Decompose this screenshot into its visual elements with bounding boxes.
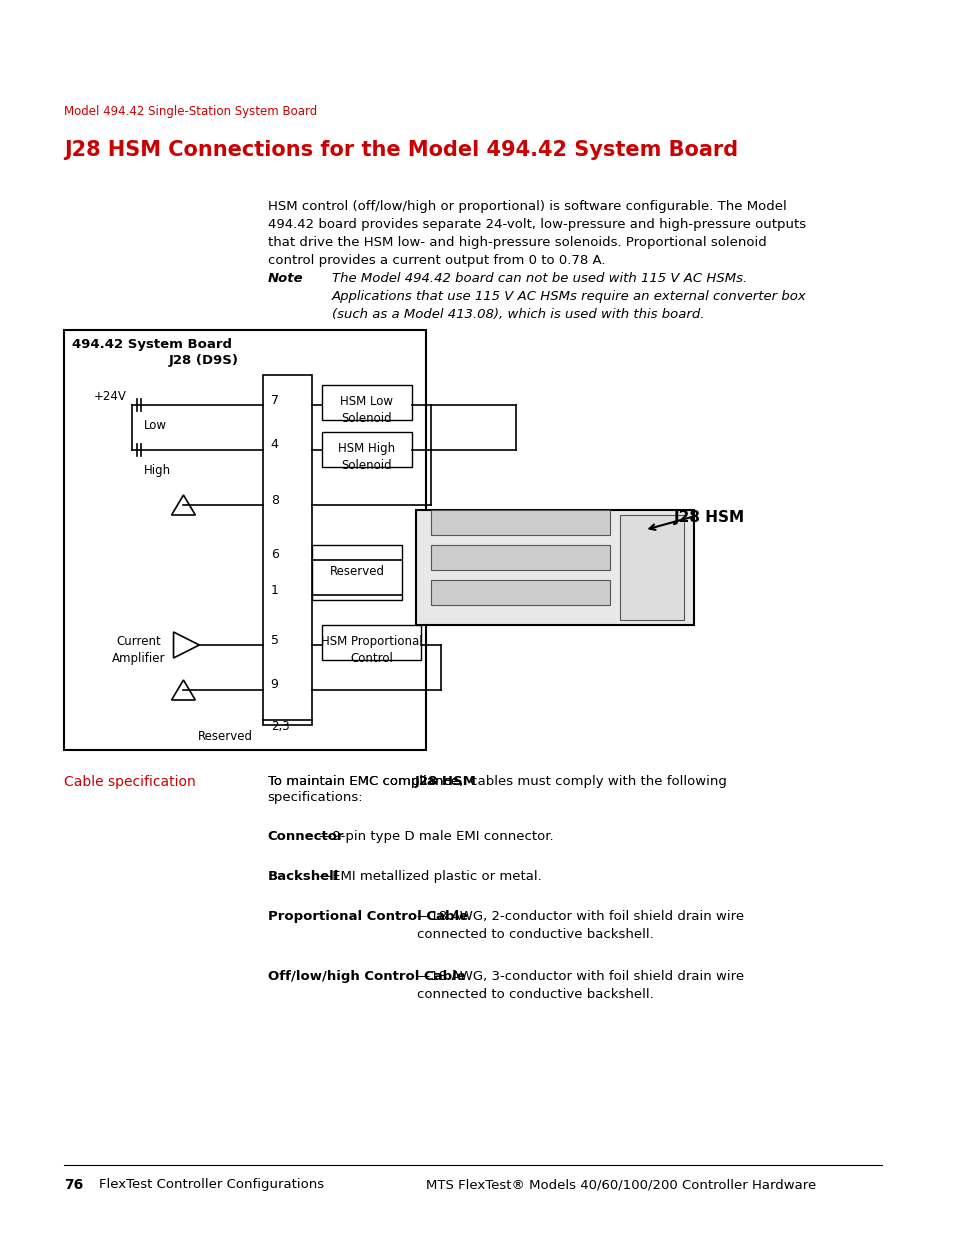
Text: To maintain EMC compliance,: To maintain EMC compliance, bbox=[268, 776, 467, 788]
Text: 494.42 System Board: 494.42 System Board bbox=[72, 338, 233, 351]
Text: Note: Note bbox=[268, 272, 303, 285]
Text: 8: 8 bbox=[271, 494, 278, 506]
Text: cables must comply with the following: cables must comply with the following bbox=[466, 776, 726, 788]
Text: —9-pin type D male EMI connector.: —9-pin type D male EMI connector. bbox=[319, 830, 554, 844]
Bar bbox=[431, 510, 609, 535]
Text: 9: 9 bbox=[271, 678, 278, 692]
Text: J28 HSM: J28 HSM bbox=[414, 776, 476, 788]
Text: Low: Low bbox=[144, 419, 167, 432]
Text: Connector: Connector bbox=[268, 830, 344, 844]
Text: specifications:: specifications: bbox=[268, 790, 363, 804]
Text: Current
Amplifier: Current Amplifier bbox=[112, 635, 166, 664]
Text: J28 (D9S): J28 (D9S) bbox=[169, 354, 238, 367]
Bar bbox=[431, 545, 609, 571]
Text: Reserved: Reserved bbox=[197, 730, 253, 743]
Text: HSM Low
Solenoid: HSM Low Solenoid bbox=[340, 395, 393, 425]
Bar bbox=[65, 330, 426, 750]
Text: 76: 76 bbox=[65, 1178, 84, 1192]
Text: —18 AWG, 2-conductor with foil shield drain wire
connected to conductive backshe: —18 AWG, 2-conductor with foil shield dr… bbox=[416, 910, 743, 941]
Text: —EMI metallized plastic or metal.: —EMI metallized plastic or metal. bbox=[319, 869, 541, 883]
Text: HSM High
Solenoid: HSM High Solenoid bbox=[338, 442, 395, 472]
Bar bbox=[322, 432, 411, 467]
Text: The Model 494.42 board can not be used with 115 V AC HSMs.
Applications that use: The Model 494.42 board can not be used w… bbox=[332, 272, 806, 321]
Bar bbox=[322, 625, 421, 659]
Text: HSM control (off/low/high or proportional) is software configurable. The Model
4: HSM control (off/low/high or proportiona… bbox=[268, 200, 805, 267]
Text: —18 AWG, 3-conductor with foil shield drain wire
connected to conductive backshe: —18 AWG, 3-conductor with foil shield dr… bbox=[416, 969, 743, 1002]
Text: 6: 6 bbox=[271, 548, 278, 562]
Text: Backshell: Backshell bbox=[268, 869, 338, 883]
Bar bbox=[416, 510, 694, 625]
Text: FlexTest Controller Configurations: FlexTest Controller Configurations bbox=[99, 1178, 324, 1191]
Text: Model 494.42 Single-Station System Board: Model 494.42 Single-Station System Board bbox=[65, 105, 317, 119]
Text: J28 HSM: J28 HSM bbox=[674, 510, 744, 525]
Text: Cable specification: Cable specification bbox=[65, 776, 196, 789]
Text: Off/low/high Control Cable: Off/low/high Control Cable bbox=[268, 969, 465, 983]
Text: 5: 5 bbox=[271, 634, 278, 646]
Text: 4: 4 bbox=[271, 438, 278, 452]
Text: High: High bbox=[144, 464, 171, 477]
Bar bbox=[312, 545, 401, 600]
Text: Proportional Control Cable: Proportional Control Cable bbox=[268, 910, 467, 923]
Text: MTS FlexTest® Models 40/60/100/200 Controller Hardware: MTS FlexTest® Models 40/60/100/200 Contr… bbox=[426, 1178, 816, 1191]
Text: HSM Proportional
Control: HSM Proportional Control bbox=[321, 635, 422, 664]
Text: 2,3: 2,3 bbox=[271, 720, 289, 734]
Text: 7: 7 bbox=[271, 394, 278, 406]
Text: To maintain EMC compliance,: To maintain EMC compliance, bbox=[268, 776, 467, 788]
Text: 1: 1 bbox=[271, 583, 278, 597]
Text: J28 HSM Connections for the Model 494.42 System Board: J28 HSM Connections for the Model 494.42… bbox=[65, 140, 738, 161]
Bar bbox=[619, 515, 683, 620]
Bar bbox=[322, 385, 411, 420]
Text: +24V: +24V bbox=[94, 390, 127, 404]
Bar bbox=[262, 375, 312, 725]
Bar bbox=[431, 580, 609, 605]
Text: Reserved: Reserved bbox=[329, 564, 384, 578]
